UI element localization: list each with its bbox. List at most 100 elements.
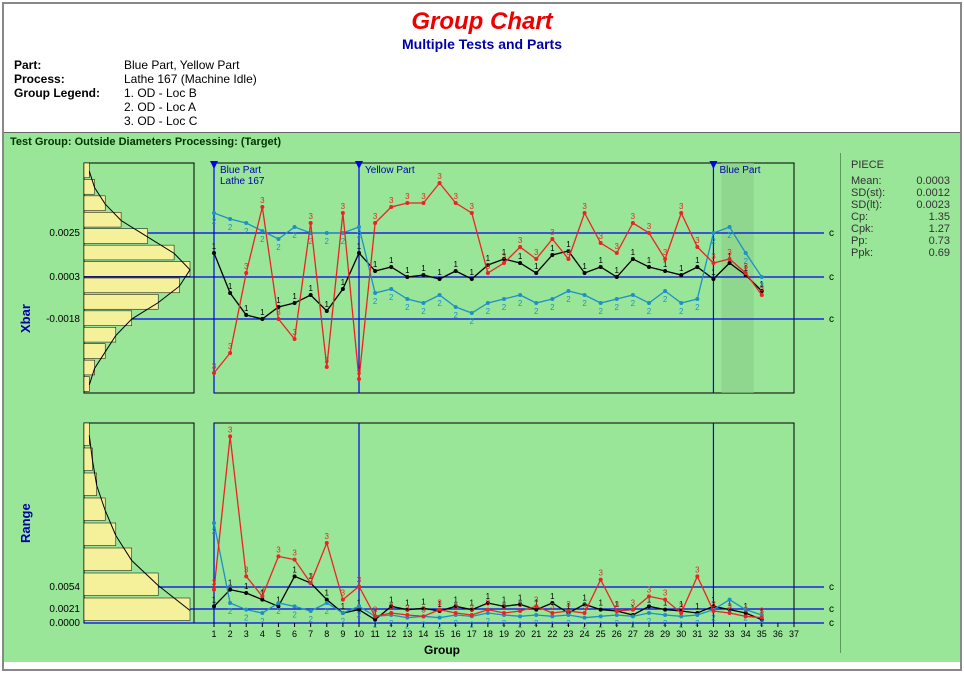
svg-text:3: 3 (292, 549, 297, 558)
svg-text:3: 3 (228, 342, 233, 351)
svg-text:2: 2 (598, 307, 603, 316)
svg-text:2: 2 (228, 223, 233, 232)
svg-text:3: 3 (260, 585, 265, 594)
svg-text:4: 4 (260, 629, 265, 639)
group-xlabel: Group (424, 643, 460, 657)
svg-text:3: 3 (631, 599, 636, 608)
svg-text:cCL: cCL (829, 272, 834, 283)
svg-text:3: 3 (566, 600, 571, 609)
svg-text:3: 3 (325, 532, 330, 541)
svg-text:3: 3 (727, 602, 732, 611)
svg-text:1: 1 (453, 260, 458, 269)
svg-text:2: 2 (212, 217, 217, 226)
svg-text:3: 3 (502, 252, 507, 261)
svg-text:3: 3 (260, 196, 265, 205)
svg-text:2: 2 (212, 527, 217, 536)
svg-text:1: 1 (373, 260, 378, 269)
svg-text:1: 1 (211, 629, 216, 639)
svg-text:31: 31 (692, 629, 702, 639)
svg-text:3: 3 (695, 565, 700, 574)
svg-text:9: 9 (340, 629, 345, 639)
svg-text:Blue Part: Blue Part (220, 165, 261, 176)
svg-text:3: 3 (534, 595, 539, 604)
svg-text:2: 2 (486, 307, 491, 316)
svg-text:2: 2 (357, 231, 362, 240)
svg-text:2: 2 (711, 614, 716, 623)
svg-text:2: 2 (260, 235, 265, 244)
process-value: Lathe 167 (Machine Idle) (124, 72, 257, 86)
svg-text:3: 3 (582, 202, 587, 211)
svg-text:2: 2 (325, 607, 330, 616)
svg-text:1: 1 (631, 248, 636, 257)
svg-text:1: 1 (711, 268, 716, 277)
svg-text:2: 2 (276, 243, 281, 252)
svg-text:12: 12 (386, 629, 396, 639)
svg-text:0.0021: 0.0021 (49, 604, 80, 615)
svg-text:3: 3 (405, 604, 410, 613)
svg-text:1: 1 (598, 599, 603, 608)
svg-text:1: 1 (308, 284, 313, 293)
svg-text:1: 1 (421, 264, 426, 273)
svg-text:3: 3 (760, 607, 765, 616)
svg-text:3: 3 (598, 569, 603, 578)
svg-text:2: 2 (615, 303, 620, 312)
svg-text:2: 2 (566, 295, 571, 304)
svg-text:2: 2 (244, 227, 249, 236)
stat-row: Cp:1.35 (851, 211, 950, 223)
page-subtitle: Multiple Tests and Parts (14, 36, 950, 52)
svg-text:2: 2 (292, 610, 297, 619)
svg-text:1: 1 (244, 582, 249, 591)
svg-text:3: 3 (308, 212, 313, 221)
svg-text:3: 3 (647, 585, 652, 594)
svg-text:3: 3 (470, 202, 475, 211)
svg-text:3: 3 (743, 605, 748, 614)
svg-text:33: 33 (725, 629, 735, 639)
svg-text:3: 3 (647, 222, 652, 231)
svg-text:cCL: cCL (829, 604, 834, 615)
svg-text:1: 1 (389, 256, 394, 265)
svg-text:cUCL: cUCL (829, 582, 834, 593)
svg-text:3: 3 (486, 599, 491, 608)
legend-label: Group Legend: (14, 86, 124, 100)
svg-text:2: 2 (695, 303, 700, 312)
svg-text:3: 3 (727, 248, 732, 257)
svg-text:3: 3 (486, 262, 491, 271)
svg-text:1: 1 (228, 282, 233, 291)
svg-text:1: 1 (695, 256, 700, 265)
svg-text:cLCL: cLCL (829, 314, 834, 325)
svg-text:21: 21 (531, 629, 541, 639)
svg-text:3: 3 (389, 196, 394, 205)
svg-text:3: 3 (244, 262, 249, 271)
svg-text:2: 2 (631, 299, 636, 308)
svg-text:3: 3 (421, 605, 426, 614)
page-title: Group Chart (14, 8, 950, 36)
svg-text:3: 3 (421, 192, 426, 201)
svg-text:3: 3 (711, 252, 716, 261)
xbar-ylabel: Xbar (18, 304, 33, 333)
svg-text:3: 3 (598, 232, 603, 241)
stat-row: SD(lt):0.0023 (851, 199, 950, 211)
svg-text:3: 3 (292, 328, 297, 337)
svg-text:3: 3 (502, 602, 507, 611)
svg-text:8: 8 (324, 629, 329, 639)
stat-row: Cpk:1.27 (851, 223, 950, 235)
svg-text:Lathe 167: Lathe 167 (220, 176, 265, 187)
plots-container: cUCLcCLcLCL0.00250.0003-0.0018Blue PartL… (44, 153, 834, 653)
svg-text:25: 25 (596, 629, 606, 639)
svg-text:2: 2 (502, 303, 507, 312)
svg-text:-0.0018: -0.0018 (46, 314, 80, 325)
svg-text:2: 2 (550, 303, 555, 312)
legend-item-2: 2. OD - Loc A (124, 100, 196, 114)
svg-text:2: 2 (679, 307, 684, 316)
svg-text:3: 3 (743, 262, 748, 271)
svg-text:3: 3 (244, 565, 249, 574)
svg-text:0.0000: 0.0000 (49, 618, 80, 629)
svg-text:2: 2 (244, 614, 249, 623)
svg-text:3: 3 (357, 368, 362, 377)
svg-text:3: 3 (550, 228, 555, 237)
svg-text:3: 3 (212, 362, 217, 371)
part-value: Blue Part, Yellow Part (124, 58, 239, 72)
svg-text:6: 6 (292, 629, 297, 639)
svg-text:3: 3 (405, 192, 410, 201)
svg-text:11: 11 (370, 629, 379, 639)
